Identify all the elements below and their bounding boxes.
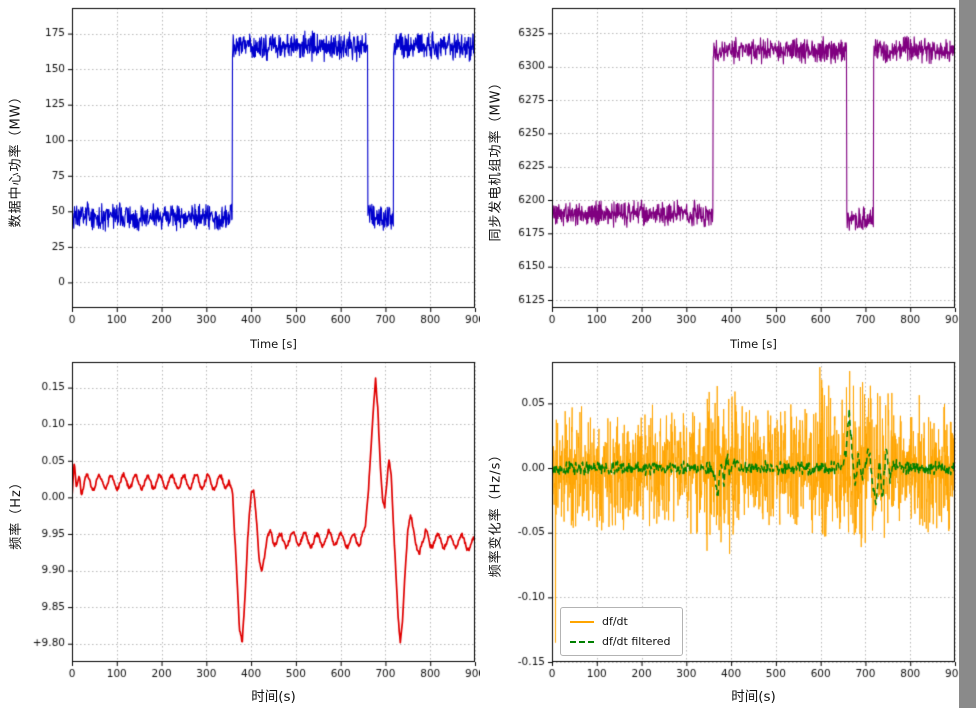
legend: df/dt df/dt filtered <box>560 607 684 656</box>
chart-rocof-canvas <box>480 354 960 708</box>
x-axis-label-time: 时间(s) <box>731 689 776 705</box>
legend-label-dfdt: df/dt <box>602 615 628 628</box>
chart-generator-power-canvas <box>480 0 960 354</box>
legend-entry-dfdt-filtered: df/dt filtered <box>570 635 670 648</box>
legend-label-dfdt-filtered: df/dt filtered <box>602 635 671 648</box>
dfdt-line-sample <box>570 620 594 623</box>
chart-rocof: 频率变化率（Hz/s） 时间(s) df/dt df/dt filtered <box>480 354 960 708</box>
chart-datacenter-power: 数据中心功率（MW） Time [s] <box>0 0 480 354</box>
chart-generator-power: 同步发电机组功率（MW） Time [s] <box>480 0 960 354</box>
x-axis-label-time: 时间(s) <box>251 689 296 705</box>
x-axis-label-time: Time [s] <box>730 337 777 351</box>
screenshot-right-gutter <box>959 0 976 708</box>
chart-frequency-canvas <box>0 354 480 708</box>
chart-frequency: 频率（Hz） 时间(s) <box>0 354 480 708</box>
legend-entry-dfdt: df/dt <box>570 615 670 628</box>
dfdt-filtered-line-sample <box>570 640 594 643</box>
x-axis-label-time: Time [s] <box>250 337 297 351</box>
chart-datacenter-power-canvas <box>0 0 480 354</box>
